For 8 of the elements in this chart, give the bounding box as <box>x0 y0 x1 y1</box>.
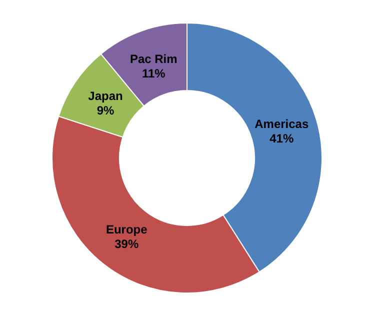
data-label: 9% <box>96 104 114 118</box>
slice-label: Japan <box>88 89 123 104</box>
slice-label: Pac Rim <box>130 52 178 66</box>
data-label: 41% <box>270 132 294 146</box>
data-label: 39% <box>114 236 139 251</box>
slice-label: Europe <box>106 222 148 236</box>
data-label: 11% <box>142 66 166 80</box>
slice-label: Americas <box>254 117 309 132</box>
